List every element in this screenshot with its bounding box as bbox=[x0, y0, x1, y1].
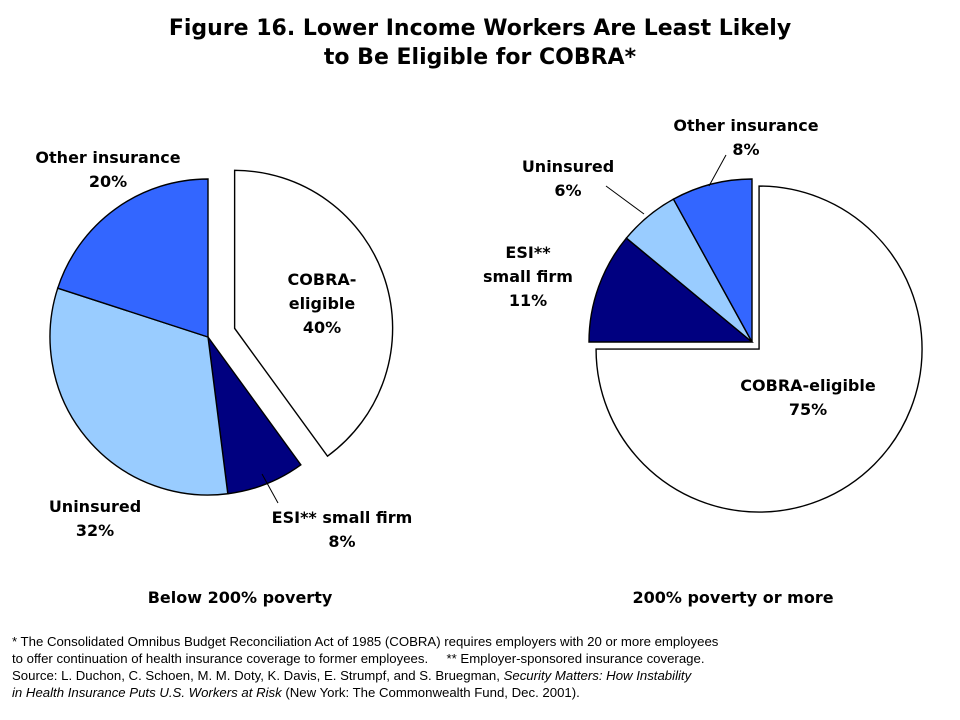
source-title-2: in Health Insurance Puts U.S. Workers at… bbox=[12, 685, 282, 700]
pie-2-leader-3 bbox=[605, 185, 645, 215]
source-line-1: Source: L. Duchon, C. Schoen, M. M. Doty… bbox=[12, 667, 952, 684]
pie-1-label-3: Uninsured 32% bbox=[49, 497, 141, 540]
source-publisher: (New York: The Commonwealth Fund, Dec. 2… bbox=[285, 685, 580, 700]
pie-1-label-4: Other insurance 20% bbox=[35, 148, 180, 191]
pie-1-slice-4 bbox=[56, 178, 209, 338]
source-authors: Source: L. Duchon, C. Schoen, M. M. Doty… bbox=[12, 668, 500, 683]
chart-title-line-1: Figure 16. Lower Income Workers Are Leas… bbox=[168, 16, 792, 41]
pie-2-label-2: ESI** small firm 11% bbox=[483, 243, 573, 310]
footnote-esi: ** Employer-sponsored insurance coverage… bbox=[446, 651, 705, 666]
pie-2-caption: 200% poverty or more bbox=[632, 588, 834, 607]
pie-1-slice-3 bbox=[49, 287, 229, 496]
pie-2-label-3: Uninsured 6% bbox=[522, 157, 614, 200]
pie-2-label-1: COBRA-eligible 75% bbox=[740, 376, 876, 419]
pie-1: COBRA-eligible 40% ESI** small firm 8% Unins… bbox=[35, 148, 412, 551]
source-line-2: in Health Insurance Puts U.S. Workers at… bbox=[12, 684, 952, 701]
footnote-cobra-text: to offer continuation of health insuranc… bbox=[12, 651, 429, 666]
pie-2-slice-1 bbox=[595, 185, 923, 513]
pie-1-label-2: ESI** small firm 8% bbox=[272, 508, 413, 551]
chart-title-line-2: to Be Eligible for COBRA* bbox=[323, 45, 637, 70]
pie-2-slice-4 bbox=[672, 178, 753, 343]
pie-1-caption: Below 200% poverty bbox=[147, 588, 333, 607]
footnote-cobra-line-2: to offer continuation of health insuranc… bbox=[12, 650, 952, 667]
pie-2-slice-2 bbox=[588, 237, 754, 343]
footnote-cobra-line-1: * The Consolidated Omnibus Budget Reconc… bbox=[12, 634, 719, 649]
footnotes: * The Consolidated Omnibus Budget Reconc… bbox=[12, 633, 952, 701]
source-title-1: Security Matters: How Instability bbox=[503, 668, 692, 683]
pie-2: COBRA-eligible 75% ESI** small firm 11% Unins… bbox=[483, 116, 923, 513]
pie-2-leader-4 bbox=[708, 154, 727, 187]
chart-title: Figure 16. Lower Income Workers Are Leas… bbox=[0, 14, 960, 72]
pie-2-label-4: Other insurance 8% bbox=[673, 116, 818, 159]
pie-1-slice-1 bbox=[233, 169, 394, 458]
pie-1-leader-2 bbox=[261, 473, 279, 504]
pie-1-label-1: COBRA-eligible 40% bbox=[288, 270, 357, 337]
